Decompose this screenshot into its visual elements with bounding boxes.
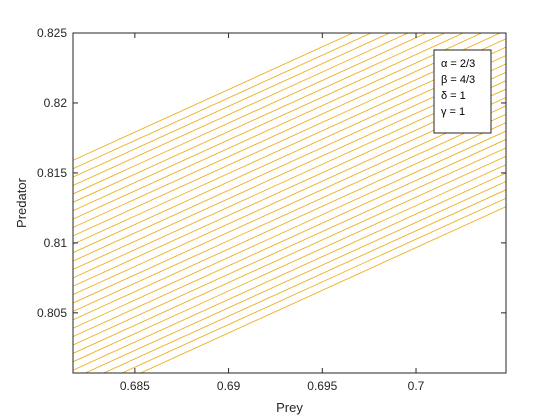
trajectory-line bbox=[73, 33, 410, 186]
trajectory-line bbox=[139, 206, 506, 373]
trajectory-line bbox=[73, 172, 506, 371]
legend-box bbox=[433, 49, 492, 134]
x-axis: 0.685 0.69 0.695 0.7 bbox=[120, 33, 425, 393]
x-tick-label: 0.685 bbox=[120, 379, 150, 393]
x-axis-label: Prey bbox=[276, 400, 303, 415]
trajectory-line bbox=[73, 155, 506, 354]
y-axis: 0.805 0.81 0.815 0.82 0.825 bbox=[37, 26, 506, 320]
y-tick-label: 0.825 bbox=[37, 26, 67, 40]
x-tick-label: 0.7 bbox=[408, 379, 425, 393]
trajectory-line bbox=[73, 33, 373, 170]
trajectory-line bbox=[102, 189, 506, 373]
trajectory-line bbox=[73, 33, 354, 161]
trajectory-line bbox=[73, 33, 465, 212]
trajectory-line bbox=[73, 139, 506, 338]
y-tick-label: 0.82 bbox=[44, 96, 68, 110]
x-tick-label: 0.69 bbox=[217, 379, 241, 393]
legend-entry-beta: β = 4/3 bbox=[441, 74, 475, 86]
trajectory-line bbox=[84, 181, 506, 373]
trajectory-line bbox=[73, 33, 446, 203]
trajectory-line bbox=[121, 197, 506, 373]
trajectory-line bbox=[73, 164, 506, 363]
trajectory-line bbox=[73, 147, 506, 346]
trajectory-line bbox=[73, 105, 506, 304]
axes-box bbox=[72, 32, 507, 374]
trajectory-line bbox=[73, 130, 506, 329]
legend-entry-gamma: γ = 1 bbox=[441, 106, 465, 118]
y-tick-label: 0.815 bbox=[37, 166, 67, 180]
trajectory-line bbox=[73, 33, 391, 178]
legend: α = 2/3 β = 4/3 δ = 1 γ = 1 bbox=[433, 49, 492, 134]
trajectory-line bbox=[73, 113, 506, 312]
legend-entry-alpha: α = 2/3 bbox=[441, 58, 475, 70]
y-tick-label: 0.81 bbox=[44, 236, 68, 250]
trajectory-line bbox=[73, 33, 428, 195]
legend-entry-delta: δ = 1 bbox=[441, 90, 466, 102]
x-tick-label: 0.695 bbox=[307, 379, 337, 393]
y-tick-label: 0.805 bbox=[37, 306, 67, 320]
y-axis-label: Predator bbox=[14, 177, 29, 228]
trajectory-line bbox=[73, 122, 506, 321]
